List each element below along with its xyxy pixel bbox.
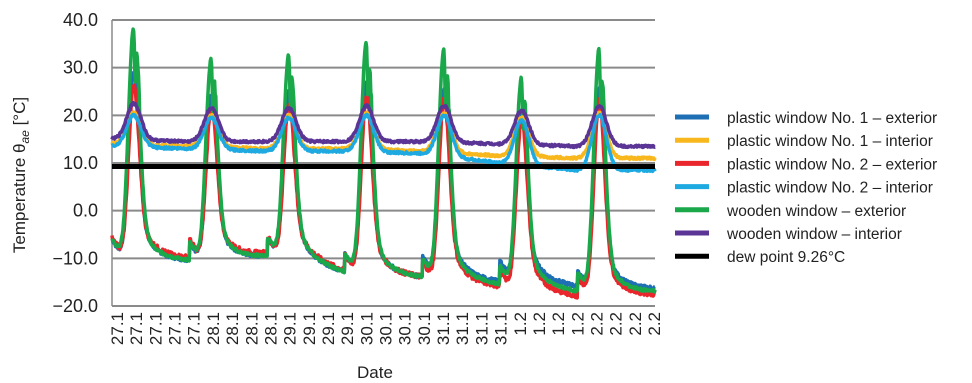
- series-line: [110, 100, 657, 150]
- x-tick-label: 29.1: [300, 312, 319, 345]
- legend-label: plastic window No. 1 – interior: [727, 133, 933, 150]
- legend-label: plastic window No. 2 – interior: [727, 180, 933, 197]
- y-axis-label-prefix: Temperature θ: [10, 143, 29, 253]
- series-line: [110, 83, 657, 300]
- legend-label: wooden window – interior: [726, 226, 902, 243]
- x-tick-label: 30.1: [396, 312, 415, 345]
- x-tick-label: 27.1: [146, 312, 165, 345]
- x-tick-label: 2.2: [587, 312, 606, 336]
- x-tick-label: 1.2: [511, 312, 530, 336]
- x-tick-label: 28.1: [204, 312, 223, 345]
- y-axis-label-suffix: [°C]: [10, 97, 29, 130]
- series-lines: [110, 27, 657, 300]
- y-tick-label: 40.0: [63, 10, 98, 30]
- x-tick-label: 31.1: [472, 312, 491, 345]
- series-line: [110, 27, 657, 294]
- y-tick-label: −20.0: [52, 296, 98, 316]
- x-axis-ticks: 27.1 27.1 27.1 27.1 27.1 28.1 28.1 28.1 28.1 29.1…: [108, 312, 664, 345]
- x-tick-label: 29.1: [281, 312, 300, 345]
- x-tick-label: 30.1: [415, 312, 434, 345]
- y-tick-label: 10.0: [63, 153, 98, 173]
- grid-lines: [111, 19, 655, 307]
- x-tick-label: 27.1: [108, 312, 127, 345]
- x-axis-label: Date: [357, 363, 393, 382]
- x-tick-label: 2.2: [626, 312, 645, 336]
- x-tick-label: 30.1: [377, 312, 396, 345]
- y-axis-ticks: 40.0 30.0 20.0 10.0 0.0 −10.0 −20.0: [52, 10, 98, 316]
- legend: plastic window No. 1 – exterior plastic w…: [675, 110, 937, 266]
- x-tick-label: 27.1: [127, 312, 146, 345]
- x-tick-label: 2.2: [607, 312, 626, 336]
- y-tick-label: 30.0: [63, 58, 98, 78]
- x-tick-label: 31.1: [492, 312, 511, 345]
- y-tick-label: 20.0: [63, 105, 98, 125]
- x-tick-label: 27.1: [185, 312, 204, 345]
- x-tick-label: 31.1: [453, 312, 472, 345]
- legend-label: plastic window No. 1 – exterior: [727, 110, 937, 127]
- y-axis-label: Temperature θae [°C]: [10, 97, 32, 253]
- x-tick-label: 28.1: [242, 312, 261, 345]
- legend-label: plastic window No. 2 – exterior: [727, 156, 937, 173]
- x-tick-label: 1.2: [568, 312, 587, 336]
- x-tick-label: 28.1: [261, 312, 280, 345]
- y-tick-label: 0.0: [73, 201, 98, 221]
- legend-label: wooden window – exterior: [726, 203, 906, 220]
- legend-label: dew point 9.26°C: [727, 249, 845, 266]
- x-tick-label: 31.1: [434, 312, 453, 345]
- y-tick-label: −10.0: [52, 248, 98, 268]
- x-tick-label: 2.2: [645, 312, 664, 336]
- y-axis-label-subscript: ae: [18, 130, 32, 144]
- x-tick-label: 1.2: [549, 312, 568, 336]
- x-tick-label: 29.1: [319, 312, 338, 345]
- x-tick-label: 1.2: [530, 312, 549, 336]
- x-tick-label: 28.1: [223, 312, 242, 345]
- x-tick-label: 29.1: [338, 312, 357, 345]
- x-tick-label: 27.1: [166, 312, 185, 345]
- x-tick-label: 30.1: [357, 312, 376, 345]
